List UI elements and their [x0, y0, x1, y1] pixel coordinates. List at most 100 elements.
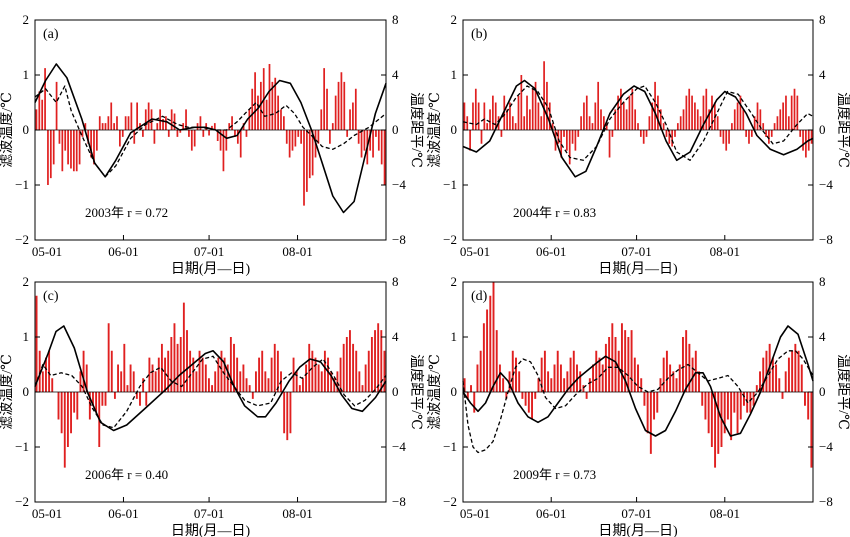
anomaly-bar: [696, 109, 699, 131]
lines-b: [462, 79, 814, 178]
x-tick-label: 07-01: [194, 506, 224, 521]
anomaly-bar: [369, 130, 372, 151]
y-axis-right-label-a: 温度距平/℃: [408, 92, 424, 168]
anomaly-bar: [725, 130, 728, 151]
anomaly-bar: [799, 130, 802, 137]
anomaly-bar: [305, 364, 308, 392]
anomaly-bar: [637, 123, 639, 131]
anomaly-bar: [47, 130, 49, 185]
ticks-b: −2 −1 0 1 2 −8 −4 0 4 8 05-01 06-01 07-01 08-01: [443, 12, 833, 259]
anomaly-bar: [765, 130, 767, 137]
anomaly-bar: [142, 130, 144, 137]
anomaly-bar: [311, 350, 314, 392]
y-axis-left-label-b: 滤波温度/℃: [427, 92, 443, 168]
anomaly-bar: [511, 116, 514, 130]
anomaly-bar: [38, 350, 41, 392]
panel-d: −2 −1 0 1 2 −8 −4 0 4 8 05-01 06-01 07-01 08-01 (d) 2…: [427, 274, 850, 537]
anomaly-bar: [543, 350, 546, 392]
y-right-tick-label: 8: [819, 12, 826, 27]
anomaly-bar: [358, 371, 361, 393]
bars-d: [463, 282, 813, 468]
anomaly-bar: [333, 378, 336, 392]
anomaly-bar: [380, 330, 383, 393]
y-left-tick-label: −1: [443, 439, 457, 454]
anomaly-bar: [186, 330, 188, 393]
y-left-tick-label: −2: [443, 494, 457, 509]
anomaly-bar: [810, 130, 813, 144]
anomaly-bar: [129, 364, 132, 392]
panel-c: −2 −1 0 1 2 −8 −4 0 4 8 05-01 06-01 07-01 08-01 (c) 2…: [0, 274, 424, 537]
anomaly-bar: [794, 343, 797, 393]
anomaly-bar: [601, 364, 604, 392]
anomaly-bar: [691, 95, 693, 131]
y-right-tick-label: −8: [819, 494, 833, 509]
anomaly-bar: [132, 371, 135, 393]
anomaly-bar: [585, 392, 588, 399]
anomaly-bar: [101, 123, 104, 131]
anomaly-bar: [568, 130, 571, 165]
y-right-tick-label: 0: [819, 384, 826, 399]
anomaly-bar: [182, 123, 185, 131]
x-tick-label: 07-01: [194, 244, 224, 259]
anomaly-bar: [340, 72, 343, 130]
anomaly-bar: [494, 102, 497, 130]
filtered-solid-line: [462, 79, 814, 178]
anomaly-bar: [537, 102, 540, 130]
anomaly-bar: [66, 392, 69, 447]
anomaly-bar: [144, 109, 147, 131]
anomaly-bar: [48, 350, 51, 392]
anomaly-bar: [745, 130, 747, 137]
anomaly-bar: [681, 337, 684, 392]
anomaly-bar: [274, 77, 277, 130]
x-axis-label-c: 日期(月—日): [171, 523, 251, 537]
anomaly-bar: [728, 130, 730, 144]
anomaly-bar: [752, 392, 755, 406]
anomaly-bar: [753, 116, 756, 130]
anomaly-bar: [759, 371, 761, 393]
anomaly-bar: [797, 350, 800, 392]
anomaly-bar: [701, 392, 704, 406]
anomaly-bar: [51, 378, 54, 392]
x-tick-label: 06-01: [536, 244, 566, 259]
y-left-tick-label: −2: [15, 232, 29, 247]
y-axis-right-label-c: 温度距平/℃: [408, 354, 424, 430]
anomaly-bar: [526, 95, 528, 131]
anomaly-bar: [688, 88, 691, 130]
anomaly-bar: [55, 81, 58, 131]
anomaly-bar: [714, 392, 717, 468]
anomaly-bar: [337, 81, 340, 131]
anomaly-bar: [133, 130, 136, 144]
anomaly-bar: [631, 88, 634, 130]
anomaly-bar: [502, 378, 505, 392]
y-axis-left-label-c: 滤波温度/℃: [0, 354, 15, 430]
anomaly-bar: [173, 113, 176, 130]
anomaly-bar: [267, 378, 270, 392]
anomaly-bar: [548, 102, 551, 130]
anomaly-bar: [540, 116, 543, 130]
anomaly-bar: [787, 116, 790, 130]
anomaly-bar: [583, 102, 585, 130]
anomaly-bar: [88, 392, 91, 420]
anomaly-bar: [534, 392, 537, 399]
anomaly-bar: [228, 123, 231, 131]
anomaly-bar: [64, 130, 67, 151]
anomaly-bar: [41, 371, 44, 393]
anomaly-bar: [363, 130, 366, 151]
anomaly-bar: [352, 343, 355, 393]
anomaly-bar: [637, 364, 639, 392]
anomaly-bar: [44, 68, 46, 131]
anomaly-bar: [625, 109, 628, 131]
anomaly-bar: [466, 116, 469, 130]
anomaly-bar: [603, 116, 605, 130]
anomaly-bar: [580, 116, 582, 130]
anomaly-bar: [124, 116, 127, 130]
anomaly-bar: [110, 350, 113, 392]
anomaly-bar: [173, 323, 176, 392]
anomaly-bar: [148, 357, 151, 393]
anomaly-bar: [35, 295, 38, 392]
x-tick-label: 06-01: [108, 506, 138, 521]
anomaly-bar: [104, 123, 107, 131]
y-left-tick-label: 0: [451, 384, 458, 399]
anomaly-bar: [489, 109, 491, 131]
anomaly-bar: [726, 392, 729, 420]
